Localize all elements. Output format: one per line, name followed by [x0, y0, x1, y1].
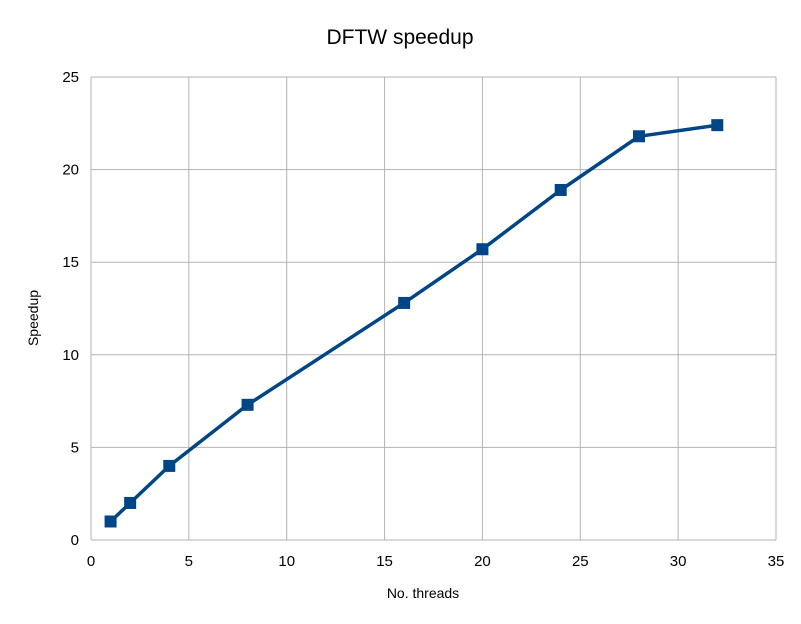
grid — [90, 76, 777, 541]
data-point — [124, 496, 137, 509]
tick-labels: 0 5 10 15 20 25 0 5 10 15 20 25 30 35 — [62, 69, 784, 570]
data-point — [241, 398, 254, 411]
series-layer — [104, 119, 724, 528]
data-point — [163, 459, 176, 472]
data-point — [633, 130, 645, 143]
y-tick-label: 15 — [62, 254, 79, 271]
y-tick-label: 20 — [62, 162, 79, 179]
data-point — [554, 183, 567, 196]
y-tick-label: 0 — [71, 532, 79, 549]
y-tick-label: 5 — [71, 439, 79, 456]
chart-title: DFTW speedup — [326, 26, 473, 49]
x-tick-label: 15 — [376, 553, 393, 570]
y-axis-title: Speedup — [25, 290, 41, 346]
data-point — [711, 119, 724, 132]
data-point — [476, 243, 489, 256]
x-tick-label: 5 — [185, 553, 193, 570]
x-tick-label: 25 — [572, 553, 589, 570]
data-point — [104, 515, 117, 528]
x-axis-title: No. threads — [387, 585, 459, 601]
x-tick-label: 35 — [768, 553, 785, 570]
series-line — [109, 123, 718, 523]
y-tick-label: 25 — [62, 69, 79, 86]
y-tick-label: 10 — [62, 347, 79, 364]
x-tick-label: 10 — [278, 553, 295, 570]
x-tick-label: 30 — [670, 553, 687, 570]
x-tick-label: 20 — [474, 553, 491, 570]
x-tick-label: 0 — [87, 553, 95, 570]
data-point — [398, 296, 411, 309]
